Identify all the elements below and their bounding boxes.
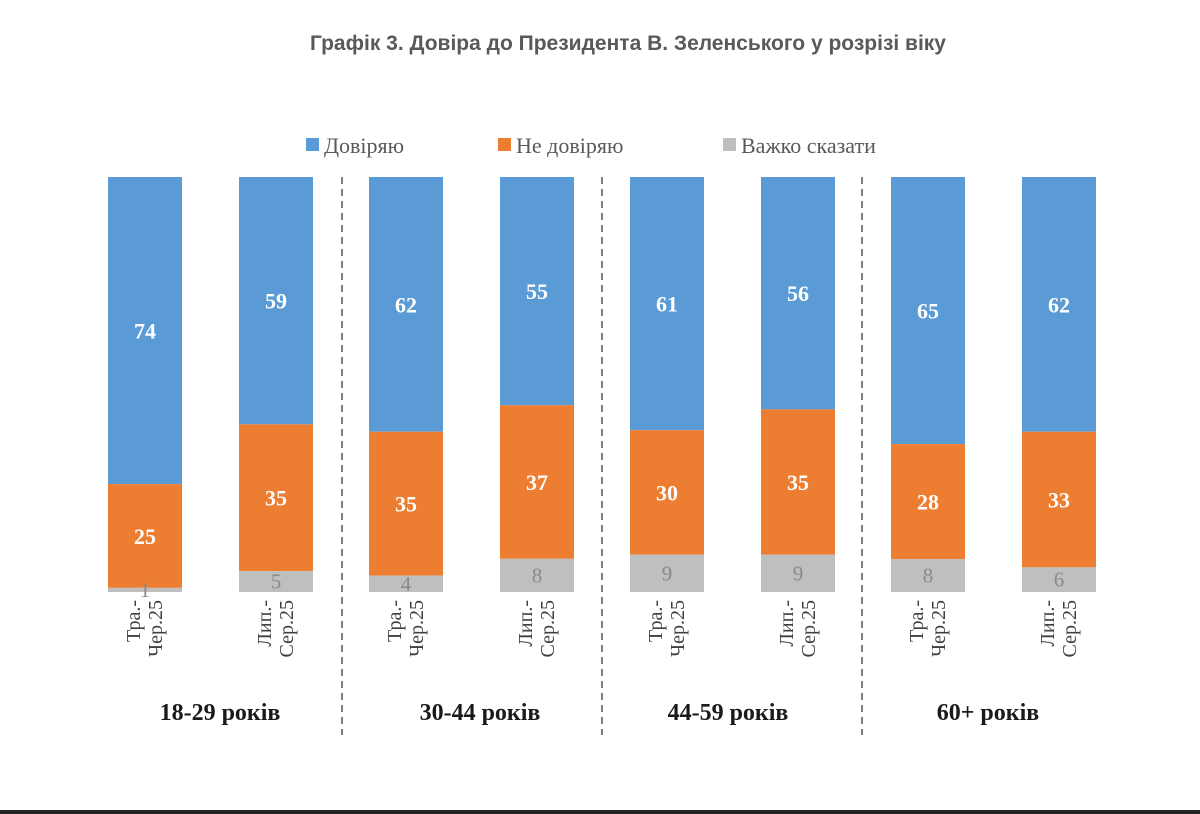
data-label: 5 bbox=[271, 570, 282, 594]
category-label: Тра.-Чер.25 bbox=[123, 600, 167, 657]
bar-segment-довіряю bbox=[369, 177, 443, 432]
bar-segment-важко-сказати bbox=[630, 554, 704, 592]
bars: 74 25 1 59 35 5 62 35 4 55 37 8 61 30 9 56 35 9 65 28 8 62 33 6 bbox=[108, 177, 1096, 602]
data-label: 59 bbox=[265, 289, 287, 314]
category-label: Лип.-Сер.25 bbox=[254, 600, 298, 657]
group-label: 44-59 років bbox=[668, 700, 789, 726]
data-label: 62 bbox=[1048, 292, 1070, 317]
category-label: Лип.-Сер.25 bbox=[515, 600, 559, 657]
bar-segment-не-довіряю bbox=[630, 430, 704, 555]
data-label: 61 bbox=[656, 292, 678, 317]
legend-label-0: Довіряю bbox=[324, 133, 404, 158]
data-label: 35 bbox=[265, 486, 287, 511]
bar-segment-не-довіряю bbox=[108, 484, 182, 588]
bar-segment-довіряю bbox=[108, 177, 182, 485]
category-label: Лип.-Сер.25 bbox=[776, 600, 820, 657]
bar-segment-не-довіряю bbox=[891, 444, 965, 560]
category-label: Тра.-Чер.25 bbox=[645, 600, 689, 657]
bar-segment-довіряю bbox=[761, 177, 835, 410]
data-label: 74 bbox=[134, 319, 156, 344]
bar-segment-важко-сказати bbox=[369, 575, 443, 592]
data-label: 30 bbox=[656, 480, 678, 505]
legend: Довіряю Не довіряю Важко сказати bbox=[306, 133, 876, 158]
data-label: 55 bbox=[526, 279, 548, 304]
data-label: 9 bbox=[662, 561, 673, 585]
group-label: 18-29 років bbox=[160, 700, 281, 726]
bottom-rule bbox=[0, 810, 1200, 814]
data-label: 62 bbox=[395, 292, 417, 317]
chart-title: Графік 3. Довіра до Президента В. Зеленс… bbox=[310, 32, 946, 55]
legend-swatch-2 bbox=[723, 138, 736, 151]
bar-segment-важко-сказати bbox=[500, 558, 574, 592]
bar-segment-не-довіряю bbox=[500, 405, 574, 559]
data-label: 35 bbox=[395, 492, 417, 517]
legend-label-2: Важко сказати bbox=[741, 133, 876, 158]
category-labels: Тра.-Чер.25 Лип.-Сер.25 Тра.-Чер.25 Лип.-Се… bbox=[123, 600, 1081, 657]
category-label: Тра.-Чер.25 bbox=[384, 600, 428, 657]
bar-segment-довіряю bbox=[891, 177, 965, 445]
data-label: 35 bbox=[787, 470, 809, 495]
category-label: Тра.-Чер.25 bbox=[906, 600, 950, 657]
data-label: 37 bbox=[526, 470, 548, 495]
bar-segment-довіряю bbox=[630, 177, 704, 431]
group-separators bbox=[341, 177, 863, 735]
data-label: 1 bbox=[140, 578, 151, 602]
bar-segment-не-довіряю bbox=[239, 424, 313, 572]
data-label: 56 bbox=[787, 281, 809, 306]
legend-label-1: Не довіряю bbox=[516, 133, 623, 158]
bar-segment-не-довіряю bbox=[761, 409, 835, 555]
bar-segment-довіряю bbox=[1022, 177, 1096, 432]
group-label: 30-44 років bbox=[420, 700, 541, 726]
data-label: 28 bbox=[917, 490, 939, 515]
bar-segment-важко-сказати bbox=[108, 587, 182, 592]
bar-segment-важко-сказати bbox=[891, 559, 965, 592]
group-labels: 18-29 років 30-44 років 44-59 років 60+ рок… bbox=[160, 700, 1040, 726]
legend-swatch-1 bbox=[498, 138, 511, 151]
data-label: 25 bbox=[134, 524, 156, 549]
data-label: 9 bbox=[793, 561, 804, 585]
data-label: 33 bbox=[1048, 488, 1070, 513]
data-label: 6 bbox=[1054, 568, 1065, 592]
data-label: 8 bbox=[923, 564, 934, 588]
data-label: 4 bbox=[401, 572, 412, 596]
data-label: 65 bbox=[917, 299, 939, 324]
bar-segment-важко-сказати bbox=[1022, 567, 1096, 592]
bar-segment-не-довіряю bbox=[1022, 431, 1096, 568]
data-label: 8 bbox=[532, 563, 543, 587]
bar-segment-важко-сказати bbox=[239, 571, 313, 592]
bar-segment-довіряю bbox=[500, 177, 574, 406]
group-label: 60+ років bbox=[937, 700, 1040, 726]
category-label: Лип.-Сер.25 bbox=[1037, 600, 1081, 657]
bar-segment-важко-сказати bbox=[761, 554, 835, 592]
bar-segment-довіряю bbox=[239, 177, 313, 425]
legend-swatch-0 bbox=[306, 138, 319, 151]
bar-segment-не-довіряю bbox=[369, 431, 443, 576]
